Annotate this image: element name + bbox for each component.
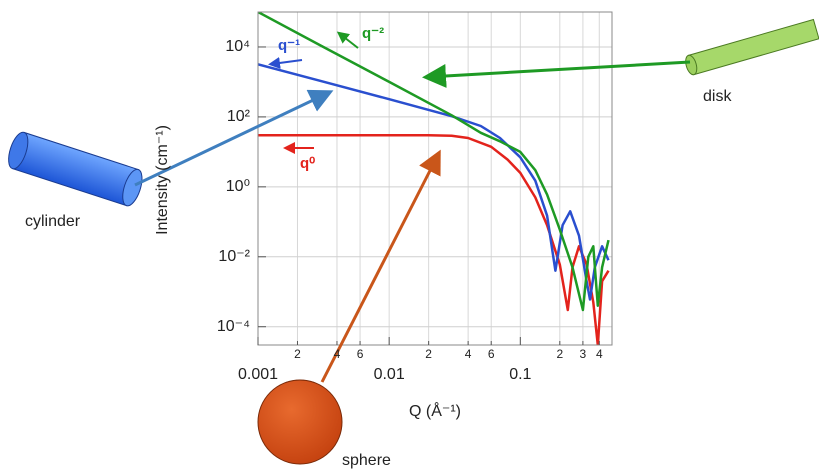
legend-label: disk [703,88,732,105]
x-tick-label: 4 [465,347,472,361]
x-tick-label: 0.1 [509,366,531,383]
legend-label: cylinder [25,213,81,230]
sphere-arrow [320,149,441,383]
x-tick-label: 2 [556,347,563,361]
plot-frame [257,11,613,346]
y-tick-label: 10⁻² [218,248,250,265]
x-tick-label: 4 [596,347,603,361]
x-tick-label: 0.001 [238,366,278,383]
annotation: q⁰ [300,155,315,172]
annotation: q⁻² [362,25,384,42]
cylinder-arrow [134,89,334,187]
y-tick-label: 10⁰ [226,178,250,195]
y-tick-label: 10⁴ [225,38,250,55]
x-tick-label: 6 [357,347,364,361]
y-tick-label: 10⁻⁴ [217,318,250,335]
series-line [258,63,610,301]
cylinder-shape [8,131,143,207]
x-axis-label: Q (Å⁻¹) [409,401,461,420]
x-tick-label: 6 [488,347,495,361]
sphere-shape [257,379,343,465]
annotation: q⁻¹ [278,37,300,54]
disk-arrow [422,60,691,88]
x-tick-label: 2 [425,347,432,361]
y-axis-label: Intensity (cm⁻¹) [154,125,171,235]
series-line [258,133,610,345]
slope-arrow [336,31,359,49]
y-tick-label: 10² [227,108,251,125]
plot-area [258,12,612,345]
x-tick-label: 0.01 [374,366,405,383]
x-tick-label: 3 [580,347,587,361]
x-tick-label: 2 [294,347,301,361]
legend-label: sphere [342,452,391,469]
disk-shape [685,18,819,76]
slope-arrow [268,56,303,69]
series-line [258,12,610,312]
x-tick-label: 4 [334,347,341,361]
